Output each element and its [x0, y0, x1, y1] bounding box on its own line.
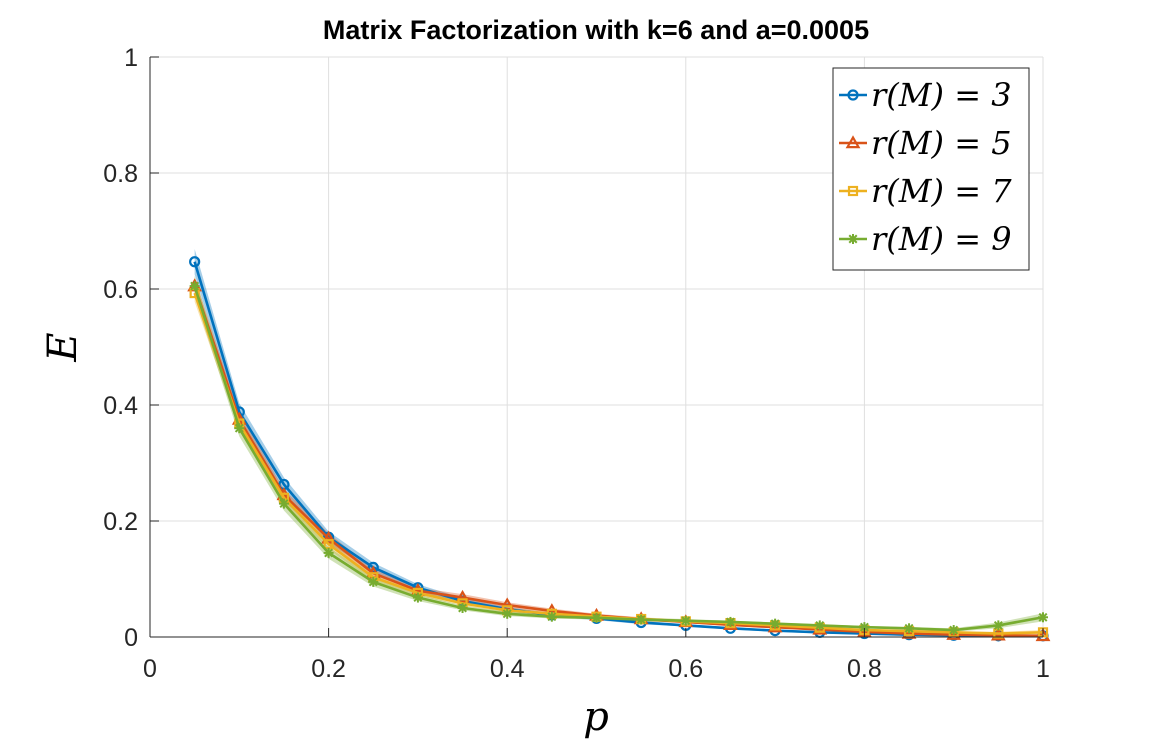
x-tick-label: 0.8: [847, 655, 882, 683]
x-tick-label: 1: [1036, 655, 1050, 683]
y-tick-label: 0.2: [103, 508, 138, 536]
y-tick-label: 0.6: [103, 276, 138, 304]
legend-label: r(M) = 5: [871, 124, 1012, 162]
legend-marker: [848, 234, 858, 244]
data-point: [412, 592, 423, 603]
data-point: [770, 618, 781, 629]
data-point: [1035, 628, 1051, 642]
data-point: [368, 576, 379, 587]
legend-marker: [847, 89, 859, 101]
x-tick-label: 0.4: [490, 655, 525, 683]
y-tick-label: 0: [124, 624, 138, 652]
legend-marker: [847, 185, 859, 197]
x-tick-label: 0.2: [311, 655, 346, 683]
legend: r(M) = 3 r(M) = 5 r(M) = 7 r(M) = 9: [832, 67, 1030, 271]
legend-label: r(M) = 7: [871, 172, 1012, 210]
x-tick-label: 0.6: [668, 655, 703, 683]
legend-item: r(M) = 9: [839, 220, 1012, 258]
legend-item: r(M) = 5: [839, 124, 1012, 162]
data-point: [636, 614, 647, 625]
data-point: [189, 281, 200, 292]
data-point: [591, 612, 602, 623]
data-point: [680, 615, 691, 626]
data-point: [546, 611, 557, 622]
y-axis-label: E: [40, 332, 86, 362]
data-point: [234, 423, 245, 434]
data-point: [278, 498, 289, 509]
data-point: [189, 256, 201, 268]
chart-title: Matrix Factorization with k=6 and a=0.00…: [323, 15, 869, 45]
data-point: [1038, 612, 1048, 623]
data-point: [993, 620, 1004, 631]
axes: 0 0.2 0.4 0.6 0.8 1 0 0.2 0.4 0.6 0.8 1: [103, 44, 1050, 683]
x-axis-label: p: [583, 694, 609, 740]
data-point: [725, 616, 736, 627]
data-point: [901, 625, 917, 639]
y-tick-label: 0.4: [103, 392, 138, 420]
data-point: [323, 547, 334, 558]
series-4: [189, 281, 1048, 636]
data-point: [457, 603, 468, 613]
x-tick-label: 0: [143, 655, 157, 683]
series-line: [193, 285, 1044, 632]
legend-box: [832, 67, 1030, 271]
legend-item: r(M) = 3: [839, 76, 1012, 114]
legend-label: r(M) = 9: [871, 220, 1012, 258]
data-point: [502, 608, 513, 619]
legend-marker: [845, 135, 861, 149]
data-point: [904, 623, 915, 634]
legend-item: r(M) = 7: [839, 172, 1012, 210]
y-tick-label: 0.8: [103, 160, 138, 188]
legend-label: r(M) = 3: [871, 76, 1012, 114]
data-point: [948, 625, 959, 636]
series: [187, 256, 1051, 642]
data-point: [814, 620, 825, 631]
y-tick-label: 1: [124, 44, 138, 72]
data-point: [455, 589, 470, 603]
